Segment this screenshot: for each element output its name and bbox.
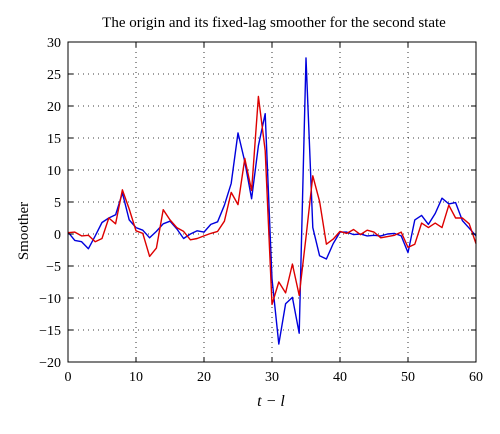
chart-title: The origin and its fixed-lag smoother fo… [102,15,446,31]
x-tick-label: 60 [469,370,483,385]
y-axis-label: Smoother [16,202,32,260]
y-tick-label: 25 [47,68,61,83]
y-tick-label: 15 [47,132,61,147]
y-tick-label: 5 [54,196,61,211]
x-tick-label: 40 [333,370,347,385]
y-tick-label: 10 [47,164,61,179]
y-tick-label: 0 [54,228,61,243]
y-tick-label: −10 [39,292,61,307]
y-tick-label: −5 [46,260,61,275]
grid [68,42,476,362]
x-tick-label: 30 [265,370,279,385]
x-tick-label: 0 [65,370,72,385]
ticks: 0 10 20 30 40 50 60 −20 −15 −10 −5 0 5 10 15 20 25 30 [39,36,483,385]
series-group [67,57,477,345]
series-line-2 [67,95,477,306]
y-tick-label: −20 [39,356,61,371]
x-axis-label: t − l [257,393,285,410]
y-tick-label: 20 [47,100,61,115]
x-tick-label: 10 [129,370,143,385]
x-tick-label: 20 [197,370,211,385]
x-tick-label: 50 [401,370,415,385]
y-tick-label: −15 [39,324,61,339]
series-line-1 [67,57,477,345]
y-tick-label: 30 [47,36,61,51]
